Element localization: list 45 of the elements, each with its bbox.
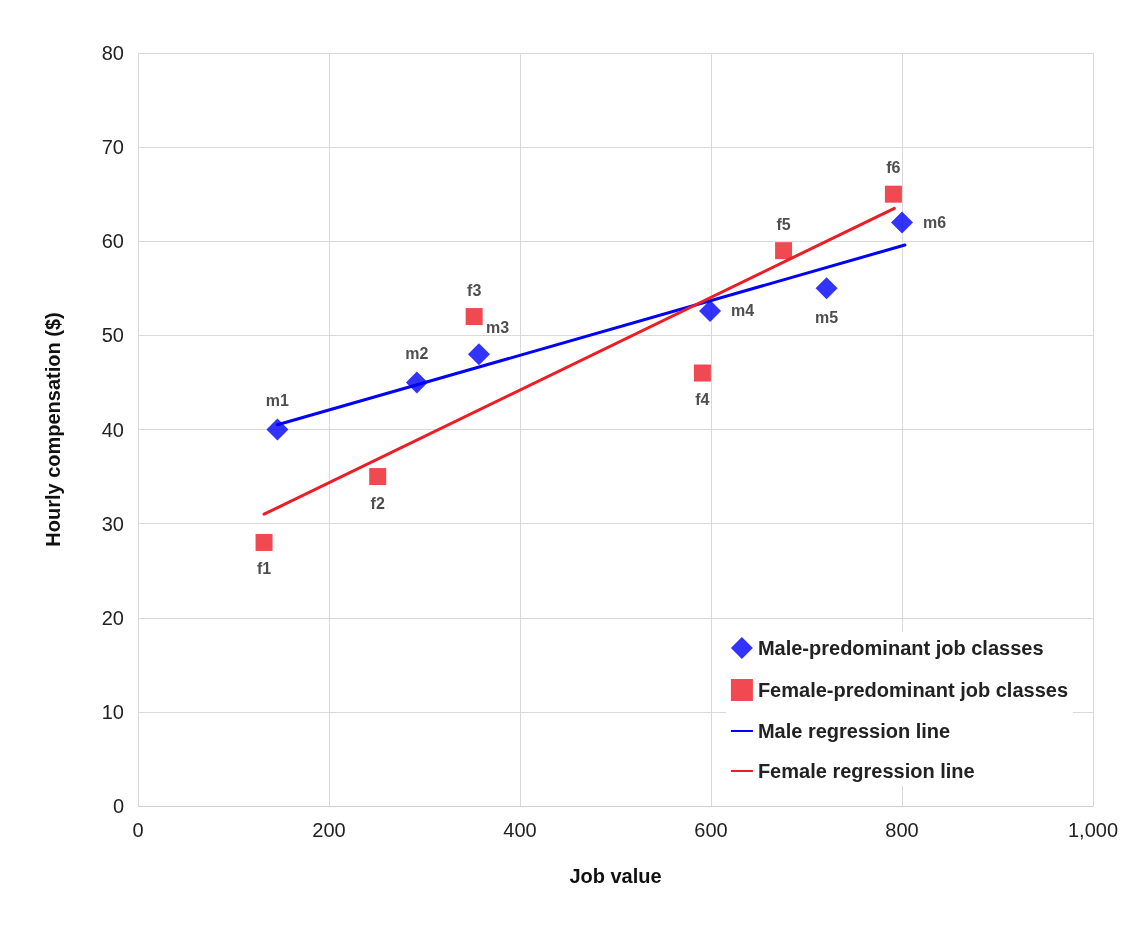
- data-label: f1: [256, 560, 272, 578]
- x-axis-title: Job value: [569, 865, 662, 887]
- point: [775, 242, 793, 260]
- data-label: m6: [923, 213, 947, 231]
- y-tick-label: 20: [101, 606, 124, 629]
- point: [465, 308, 483, 326]
- x-tick-label: 400: [503, 819, 537, 841]
- y-tick-label: 60: [101, 230, 124, 253]
- y-tick-label: 80: [101, 42, 124, 64]
- data-label: f3: [467, 281, 482, 299]
- y-tick-label: 0: [112, 795, 124, 817]
- point: [693, 364, 711, 382]
- point: [467, 343, 490, 366]
- data-label: m1: [265, 392, 290, 409]
- x-tick-label: 0: [132, 819, 144, 841]
- data-label: m2: [405, 344, 429, 362]
- point: [369, 468, 387, 486]
- legend-label: Female-predominant job classes: [757, 679, 1069, 701]
- y-tick-label: 10: [101, 700, 124, 723]
- y-tick-label: 70: [101, 136, 124, 159]
- legend-label: Female regression line: [757, 760, 975, 782]
- x-tick-label: 600: [694, 819, 728, 841]
- y-axis-title: Hourly compensation ($): [42, 312, 64, 547]
- x-tick-label: 1,000: [1067, 819, 1119, 841]
- data-label: f5: [776, 215, 791, 233]
- point: [699, 299, 722, 322]
- y-tick-label: 30: [101, 512, 124, 535]
- point: [815, 277, 838, 300]
- point: [884, 185, 902, 203]
- data-label: f2: [370, 494, 385, 512]
- point: [266, 418, 289, 441]
- y-tick-label: 40: [101, 418, 124, 441]
- point: [405, 371, 428, 394]
- data-label: m3: [485, 318, 510, 336]
- legend-label: Male regression line: [757, 720, 951, 742]
- x-tick-label: 200: [312, 819, 346, 841]
- data-label: f4: [695, 391, 710, 409]
- data-label: m5: [814, 308, 839, 326]
- data-label: m4: [731, 302, 755, 320]
- y-tick-label: 50: [101, 324, 124, 347]
- point: [891, 211, 913, 234]
- x-tick-label: 800: [885, 819, 919, 841]
- point: [255, 533, 273, 551]
- data-label: f6: [886, 159, 901, 177]
- legend-label: Male-predominant job classes: [757, 637, 1044, 659]
